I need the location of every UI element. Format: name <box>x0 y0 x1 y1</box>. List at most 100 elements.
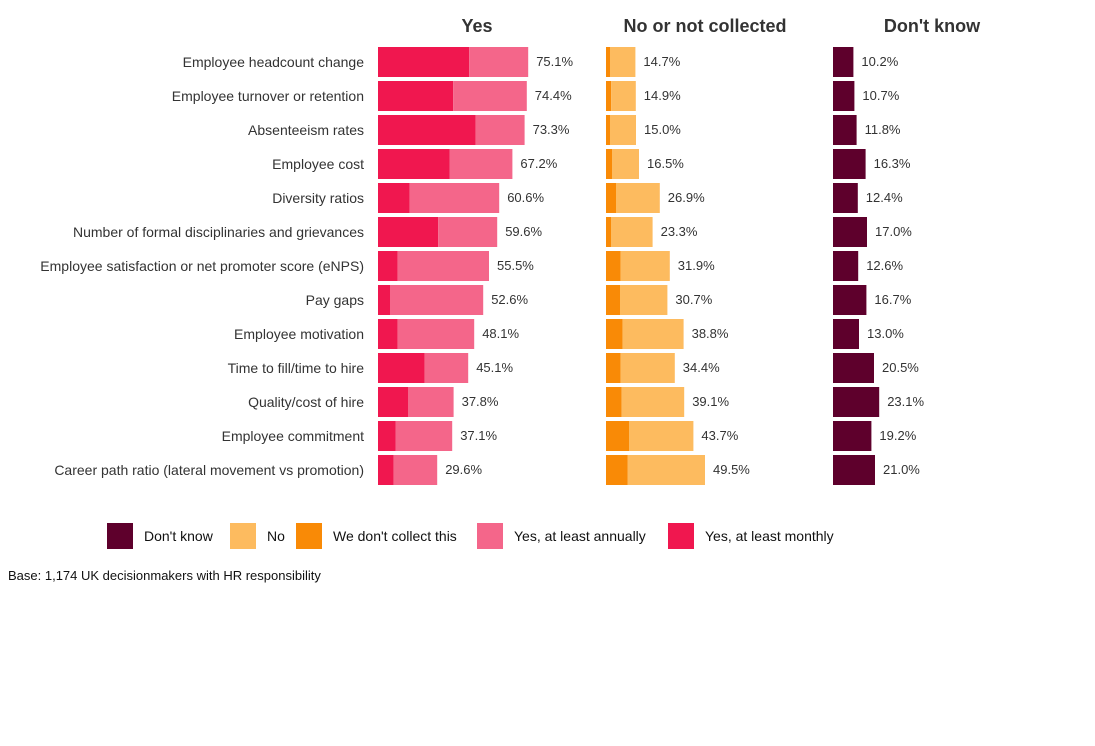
bar-no <box>621 387 685 417</box>
bar-no <box>616 183 660 213</box>
panel-title: No or not collected <box>623 16 786 36</box>
data-label: 20.5% <box>882 360 919 375</box>
data-label: 16.5% <box>647 156 684 171</box>
bar-dont_know <box>833 115 857 145</box>
category-label: Absenteeism rates <box>248 122 364 138</box>
bar-not_collect <box>606 421 629 451</box>
value-labels: 75.1% 74.4% 73.3% 67.2% 60.6% 59.6% 55.5% 52.6%… <box>445 54 924 477</box>
data-label: 13.0% <box>867 326 904 341</box>
bar-not_collect <box>606 47 610 77</box>
bar-yes_monthly <box>378 217 439 247</box>
category-label: Employee commitment <box>222 428 364 444</box>
bar-dont_know <box>833 285 867 315</box>
data-label: 67.2% <box>520 156 557 171</box>
bar-no <box>620 285 668 315</box>
data-label: 12.4% <box>866 190 903 205</box>
data-label: 16.3% <box>874 156 911 171</box>
legend-swatch <box>296 523 322 549</box>
bar-not_collect <box>606 387 622 417</box>
bar-dont_know <box>833 217 867 247</box>
category-label: Diversity ratios <box>272 190 364 206</box>
category-label: Time to fill/time to hire <box>228 360 365 376</box>
legend-swatch <box>477 523 503 549</box>
bar-yes_annually <box>438 217 498 247</box>
bar-yes_monthly <box>378 81 454 111</box>
bar-not_collect <box>606 353 621 383</box>
data-label: 74.4% <box>535 88 572 103</box>
legend-label: Don't know <box>144 528 214 544</box>
bar-yes_monthly <box>378 285 390 315</box>
bar-not_collect <box>606 115 610 145</box>
legend-swatch <box>668 523 694 549</box>
data-label: 19.2% <box>879 428 916 443</box>
bar-yes_monthly <box>378 149 450 179</box>
bar-dont_know <box>833 81 855 111</box>
data-label: 38.8% <box>692 326 729 341</box>
category-label: Employee turnover or retention <box>172 88 364 104</box>
bar-yes_annually <box>453 81 527 111</box>
data-label: 55.5% <box>497 258 534 273</box>
bar-yes_annually <box>424 353 469 383</box>
data-label: 14.9% <box>644 88 681 103</box>
data-label: 29.6% <box>445 462 482 477</box>
bar-dont_know <box>833 387 880 417</box>
bar-dont_know <box>833 47 854 77</box>
category-label: Employee headcount change <box>183 54 365 70</box>
data-label: 31.9% <box>678 258 715 273</box>
category-label: Employee satisfaction or net promoter sc… <box>40 258 364 274</box>
bars <box>378 47 880 485</box>
bar-no <box>627 455 705 485</box>
data-label: 10.2% <box>861 54 898 69</box>
data-label: 48.1% <box>482 326 519 341</box>
data-label: 30.7% <box>675 292 712 307</box>
bar-no <box>612 149 639 179</box>
bar-no <box>629 421 694 451</box>
bar-yes_monthly <box>378 421 396 451</box>
data-label: 49.5% <box>713 462 750 477</box>
data-label: 12.6% <box>866 258 903 273</box>
bar-not_collect <box>606 285 620 315</box>
data-label: 60.6% <box>507 190 544 205</box>
bar-yes_annually <box>393 455 438 485</box>
data-label: 15.0% <box>644 122 681 137</box>
bar-yes_annually <box>475 115 525 145</box>
legend-label: We don't collect this <box>333 528 457 544</box>
bar-yes_monthly <box>378 319 398 349</box>
legend-label: Yes, at least monthly <box>705 528 834 544</box>
bar-not_collect <box>606 149 612 179</box>
data-label: 45.1% <box>476 360 513 375</box>
data-label: 26.9% <box>668 190 705 205</box>
data-label: 52.6% <box>491 292 528 307</box>
bar-dont_know <box>833 251 859 281</box>
footnote: Base: 1,174 UK decisionmakers with HR re… <box>8 568 321 583</box>
data-label: 59.6% <box>505 224 542 239</box>
data-label: 73.3% <box>533 122 570 137</box>
bar-dont_know <box>833 319 859 349</box>
bar-dont_know <box>833 353 874 383</box>
category-label: Pay gaps <box>306 292 364 308</box>
bar-not_collect <box>606 319 623 349</box>
bar-not_collect <box>606 183 616 213</box>
bar-yes_monthly <box>378 455 394 485</box>
panel-title: Don't know <box>884 16 981 36</box>
data-label: 14.7% <box>643 54 680 69</box>
bar-no <box>611 217 653 247</box>
bar-yes_monthly <box>378 183 410 213</box>
bar-not_collect <box>606 455 628 485</box>
bar-not_collect <box>606 81 612 111</box>
bar-no <box>610 47 636 77</box>
data-label: 23.3% <box>661 224 698 239</box>
bar-yes_annually <box>469 47 529 77</box>
data-label: 75.1% <box>536 54 573 69</box>
bar-not_collect <box>606 217 611 247</box>
data-label: 37.1% <box>460 428 497 443</box>
category-label: Career path ratio (lateral movement vs p… <box>54 462 364 478</box>
data-label: 16.7% <box>874 292 911 307</box>
data-label: 11.8% <box>865 122 901 137</box>
bar-dont_know <box>833 149 866 179</box>
bar-dont_know <box>833 421 872 451</box>
category-labels: Employee headcount change Employee turnov… <box>40 54 364 478</box>
bar-dont_know <box>833 455 875 485</box>
category-label: Number of formal disciplinaries and grie… <box>73 224 364 240</box>
legend: Don't know No We don't collect this Yes, at… <box>107 523 834 549</box>
